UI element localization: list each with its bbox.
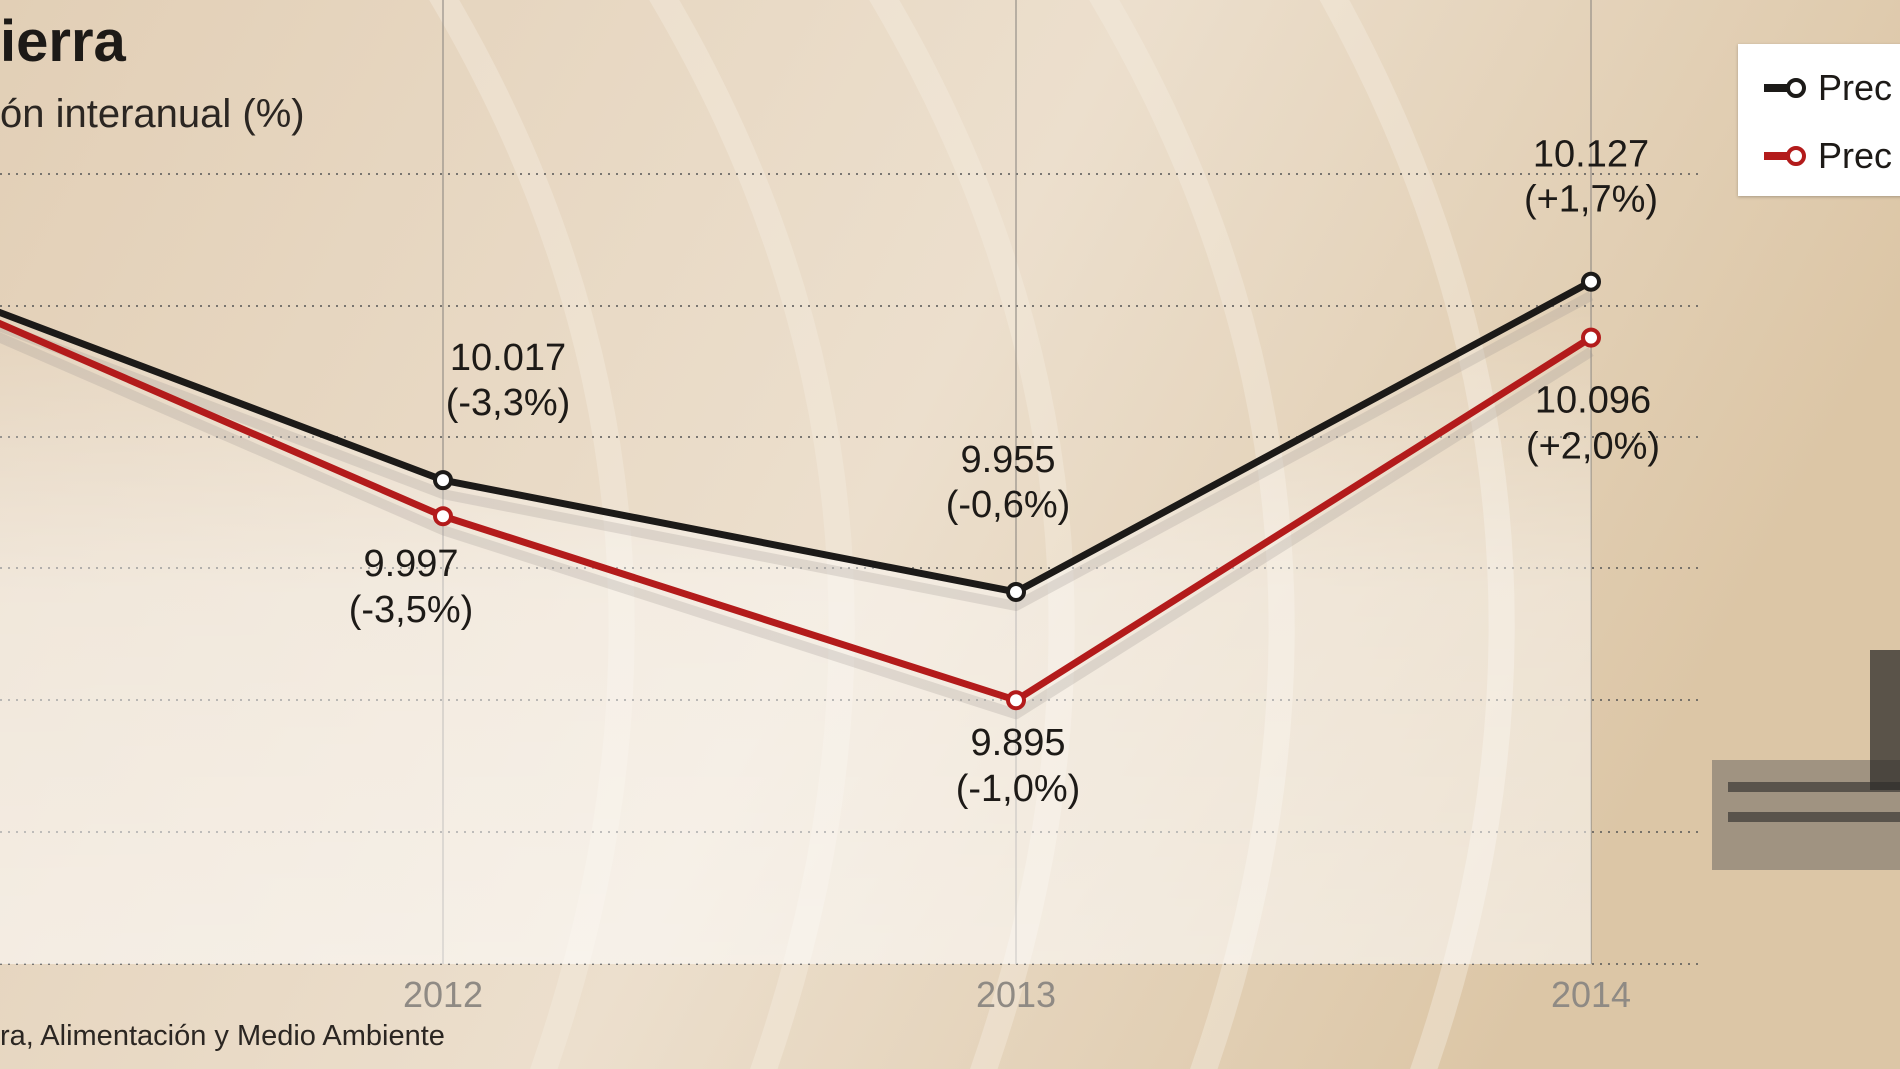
point-0-2012 [433, 470, 453, 491]
series-lines [0, 271, 1601, 720]
data-labels: 10.017(-3,3%) 9.955(-0,6%) 10.127(+1,7%) 9.… [349, 134, 1660, 811]
point-1-2013 [1006, 690, 1026, 711]
data-change-red-2012: (-3,5%) [349, 589, 474, 631]
point-1-2012 [433, 506, 453, 527]
legend: Prec Prec [1738, 44, 1900, 196]
chart-subtitle: ón interanual (%) [0, 92, 305, 136]
data-change-black-2013: (-0,6%) [946, 484, 1071, 526]
x-axis-labels: 2012 2013 2014 [403, 974, 1631, 1015]
area-under-series [0, 281, 1591, 964]
data-label-red-2013: 9.895 [970, 722, 1065, 764]
data-label-black-2013: 9.955 [960, 439, 1055, 481]
series-line-0 [0, 278, 1593, 596]
chart-title: ierra [0, 9, 126, 74]
data-change-red-2014: (+2,0%) [1526, 426, 1660, 468]
x-tick-2012: 2012 [403, 974, 483, 1015]
data-label-black-2012: 10.017 [450, 337, 566, 379]
point-1-2014 [1581, 327, 1601, 348]
x-tick-2014: 2014 [1551, 974, 1631, 1015]
legend-marker-red-icon [1764, 146, 1806, 166]
harvester-silhouette [1712, 650, 1900, 870]
legend-label-black: Prec [1818, 67, 1893, 108]
point-0-2014 [1581, 271, 1601, 292]
point-0-2013 [1006, 581, 1026, 602]
data-change-black-2012: (-3,3%) [446, 382, 571, 424]
legend-item-red: Prec [1762, 135, 1893, 176]
data-change-red-2013: (-1,0%) [956, 768, 1081, 810]
series-line-1 [0, 319, 1593, 704]
data-label-red-2012: 9.997 [363, 543, 458, 585]
data-label-black-2014: 10.127 [1533, 134, 1649, 176]
legend-label-red: Prec [1818, 135, 1893, 176]
data-change-black-2014: (+1,7%) [1524, 179, 1658, 221]
x-tick-2013: 2013 [976, 974, 1056, 1015]
legend-item-black: Prec [1762, 67, 1893, 108]
series-shadow-1 [0, 332, 1594, 720]
data-label-red-2014: 10.096 [1535, 380, 1651, 422]
source-note: ra, Alimentación y Medio Ambiente [0, 1020, 445, 1052]
legend-marker-black-icon [1764, 78, 1806, 98]
series-shadow-0 [0, 291, 1594, 611]
